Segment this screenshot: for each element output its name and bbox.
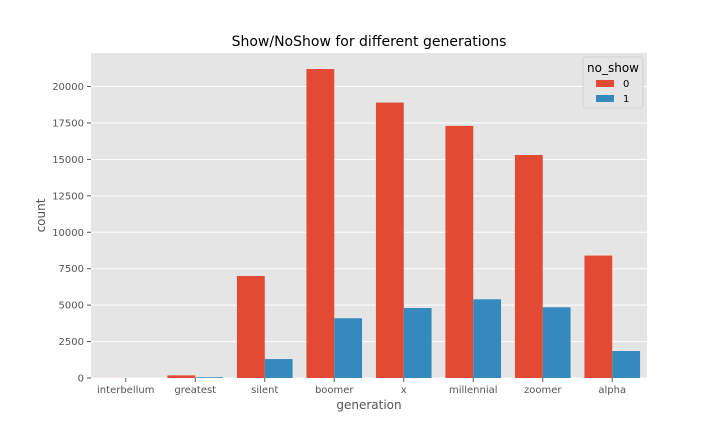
- legend: no_show 0 1: [582, 56, 644, 109]
- x-tick-label: millennial: [449, 385, 498, 396]
- chart-title: Show/NoShow for different generations: [232, 34, 507, 50]
- x-tick-label: silent: [251, 385, 278, 396]
- bar-boomer-noshow-0: [306, 69, 335, 379]
- bar-silent-noshow-0: [236, 275, 265, 378]
- y-tick-label: 7500: [59, 264, 84, 275]
- bar-zoomer-noshow-0: [514, 155, 543, 378]
- y-tick-label: 12500: [52, 191, 84, 202]
- x-axis-label: generation: [336, 398, 401, 412]
- x-tick-label: greatest: [174, 385, 216, 396]
- bar-x-noshow-0: [375, 102, 404, 378]
- y-axis-label: count: [34, 198, 48, 232]
- bar-boomer-noshow-1: [334, 318, 363, 378]
- y-tick-label: 20000: [52, 82, 84, 93]
- legend-title: no_show: [587, 61, 639, 75]
- bar-millennial-noshow-0: [445, 125, 474, 378]
- y-tick-label: 10000: [52, 228, 84, 239]
- bar-greatest-noshow-0: [167, 375, 196, 378]
- legend-swatch: [596, 80, 614, 87]
- x-tick-label: boomer: [315, 385, 354, 396]
- x-tick-label: interbellum: [97, 385, 154, 396]
- x-tick-label: x: [401, 385, 407, 396]
- y-tick-label: 15000: [52, 155, 84, 166]
- y-axis-ticks: 0 2500 5000 7500 10000 12500 15000 17500 20000: [52, 82, 91, 385]
- bar-zoomer-noshow-1: [542, 307, 571, 378]
- y-tick-label: 0: [78, 374, 84, 385]
- bar-silent-noshow-1: [264, 359, 293, 378]
- y-tick-label: 5000: [59, 301, 84, 312]
- bar-x-noshow-1: [403, 308, 432, 378]
- bar-greatest-noshow-1: [195, 377, 224, 378]
- y-tick-label: 17500: [52, 118, 84, 129]
- x-tick-label: zoomer: [524, 385, 562, 396]
- legend-swatch: [596, 95, 614, 102]
- legend-entry: 0: [623, 79, 629, 90]
- x-tick-label: alpha: [598, 385, 626, 396]
- bar-alpha-noshow-1: [612, 351, 641, 378]
- legend-entry: 1: [623, 94, 629, 105]
- bars: [97, 69, 641, 379]
- bar-millennial-noshow-1: [473, 299, 502, 378]
- bar-alpha-noshow-0: [584, 255, 613, 378]
- x-axis-ticks: interbellum greatest silent boomer x millenni…: [97, 378, 626, 396]
- y-tick-label: 2500: [59, 337, 84, 348]
